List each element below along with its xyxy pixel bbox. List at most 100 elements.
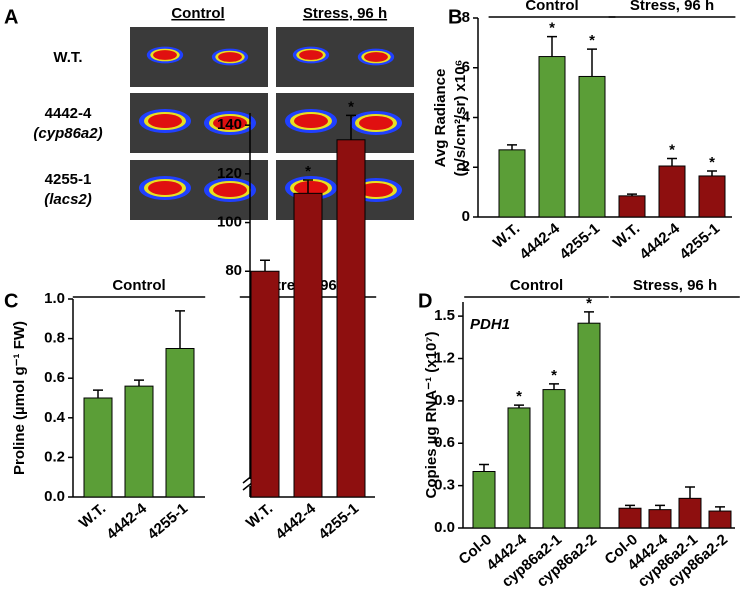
signal-blob xyxy=(148,114,182,128)
signal-blob xyxy=(213,116,247,130)
y-axis-label: Proline (µmol g⁻¹ FW) xyxy=(11,321,28,475)
bar xyxy=(658,165,686,218)
bar xyxy=(678,497,702,529)
y-axis-label: Avg Radiance xyxy=(432,69,449,168)
bar xyxy=(165,348,195,498)
y-tick-label: 1.2 xyxy=(434,349,455,366)
y-tick-label: 0.6 xyxy=(434,434,455,451)
column-header: Stress, 96 h xyxy=(303,5,387,22)
error-bar xyxy=(175,310,185,349)
y-tick-label: 1.0 xyxy=(44,290,65,307)
image-panel: Control Stress, 96 h W.T. 4442-4 (cyp86a… xyxy=(33,5,387,208)
y-tick-label: 0.9 xyxy=(434,392,455,409)
significance-mark: * xyxy=(586,295,592,312)
group-label: Control xyxy=(112,277,165,294)
error-bar xyxy=(479,463,489,472)
error-bar xyxy=(303,179,313,194)
y-tick-label: 8 xyxy=(462,9,470,26)
y-tick-label: 0.3 xyxy=(434,477,455,494)
bar xyxy=(472,471,496,529)
significance-mark: * xyxy=(669,142,675,159)
x-tick-label: W.T. xyxy=(76,500,109,532)
significance-mark: * xyxy=(709,154,715,171)
bar xyxy=(507,407,531,529)
significance-mark: * xyxy=(551,367,557,384)
row-label: (lacs2) xyxy=(44,191,92,208)
bar xyxy=(708,510,732,529)
signal-blob xyxy=(294,114,328,128)
signal-blob xyxy=(359,183,393,197)
x-tick-label: 4255-1 xyxy=(556,220,603,263)
group-label: Control xyxy=(525,0,578,14)
x-tick-label: 4442-4 xyxy=(103,500,150,543)
panel-letter: A xyxy=(4,6,18,28)
error-bar xyxy=(134,379,144,387)
error-bar xyxy=(587,48,597,77)
error-bar xyxy=(707,170,717,176)
y-axis-label: Copies µg RNA⁻¹ (x10⁷) xyxy=(423,332,440,499)
group-label: Control xyxy=(510,277,563,294)
error-bar xyxy=(507,144,517,150)
bar xyxy=(538,56,566,218)
x-tick-label: 4255-1 xyxy=(315,500,362,543)
x-tick-label: 4442-4 xyxy=(272,500,319,543)
panel-letter: C xyxy=(4,290,18,312)
error-bar xyxy=(260,259,270,272)
bar xyxy=(250,270,280,498)
signal-blob xyxy=(148,181,182,195)
y-axis-label: (p/s/cm²/sr) x10⁶ xyxy=(452,60,469,177)
bar xyxy=(618,507,642,529)
y-tick-label: 0 xyxy=(462,208,470,225)
bar xyxy=(83,397,113,498)
signal-blob xyxy=(359,116,393,130)
error-bar xyxy=(93,389,103,398)
error-bar xyxy=(667,157,677,167)
y-tick-label: 0.0 xyxy=(434,519,455,536)
signal-blob xyxy=(213,183,247,197)
significance-mark: * xyxy=(516,388,522,405)
signal-blob xyxy=(153,50,177,60)
x-tick-label: 4442-4 xyxy=(516,220,563,263)
bar xyxy=(648,509,672,529)
error-bar xyxy=(715,506,725,512)
y-tick-label: 80 xyxy=(225,262,242,279)
x-tick-label: W.T. xyxy=(610,220,643,252)
significance-mark: * xyxy=(589,32,595,49)
signal-blob xyxy=(299,50,323,60)
row-label: 4255-1 xyxy=(45,171,92,188)
signal-blob xyxy=(294,181,328,195)
y-tick-label: 0.8 xyxy=(44,330,65,347)
column-header: Control xyxy=(171,5,224,22)
panel-letter: D xyxy=(418,290,432,312)
x-tick-label: 4442-4 xyxy=(636,220,683,263)
x-tick-label: W.T. xyxy=(490,220,523,252)
y-tick-label: 0.2 xyxy=(44,448,65,465)
error-bar xyxy=(514,404,524,408)
y-tick-label: 120 xyxy=(217,165,242,182)
x-tick-label: 4255-1 xyxy=(144,500,191,543)
y-tick-label: 100 xyxy=(217,214,242,231)
bar xyxy=(498,149,526,218)
bar xyxy=(578,75,606,218)
error-bar xyxy=(547,35,557,57)
gene-label: PDH1 xyxy=(470,316,510,333)
y-tick-label: 2 xyxy=(462,158,470,175)
y-tick-label: 0.6 xyxy=(44,369,65,386)
x-tick-label: 4255-1 xyxy=(676,220,723,263)
error-bar xyxy=(685,486,695,499)
group-label: Stress, 96 h xyxy=(633,277,717,294)
bar xyxy=(124,385,154,498)
signal-blob xyxy=(364,52,388,62)
error-bar xyxy=(625,504,635,509)
bar xyxy=(293,192,323,498)
error-bar xyxy=(655,504,665,510)
x-tick-label: W.T. xyxy=(243,500,276,532)
y-tick-label: 1.5 xyxy=(434,307,455,324)
y-tick-label: 0.0 xyxy=(44,488,65,505)
bar xyxy=(336,139,366,498)
y-tick-label: 4 xyxy=(462,108,471,125)
row-label: (cyp86a2) xyxy=(33,125,102,142)
bar xyxy=(698,175,726,218)
bar xyxy=(618,195,646,218)
